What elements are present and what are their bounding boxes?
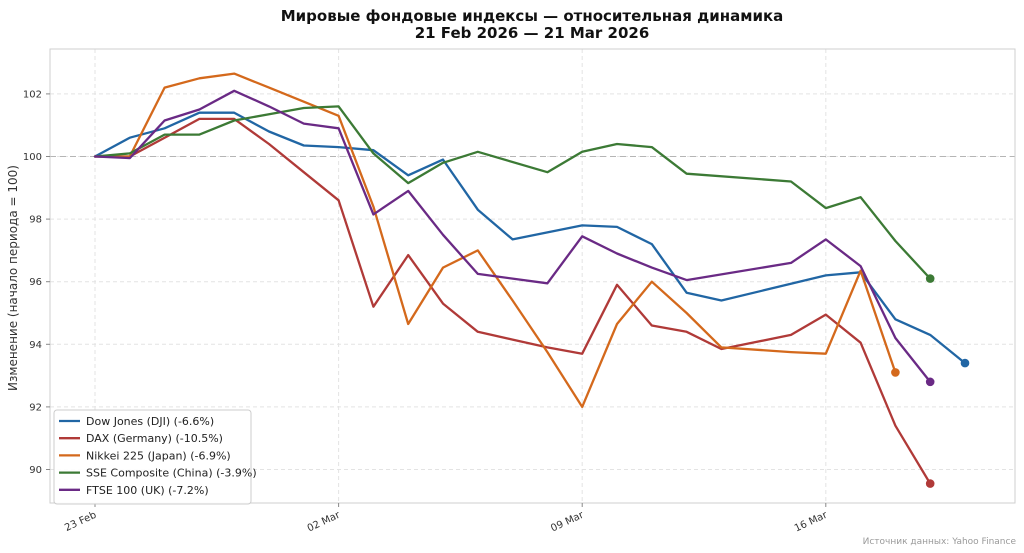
y-tick-label: 92 xyxy=(29,402,42,413)
legend-entry-0: Dow Jones (DJI) (-6.6%) xyxy=(86,415,214,428)
series-end-marker-2 xyxy=(891,368,900,377)
y-tick-label: 100 xyxy=(23,152,42,163)
series-end-marker-3 xyxy=(925,274,935,283)
plot-frame xyxy=(49,48,1016,504)
x-tick-label: 02 Mar xyxy=(306,509,343,534)
legend: Dow Jones (DJI) (-6.6%) DAX (Germany) (-1… xyxy=(53,409,257,505)
legend-entry-4: FTSE 100 (UK) (-7.2%) xyxy=(86,484,209,497)
legend-entry-1: DAX (Germany) (-10.5%) xyxy=(86,432,223,445)
x-tick-label: 09 Mar xyxy=(549,509,586,534)
legend-entry-3: SSE Composite (China) (-3.9%) xyxy=(86,467,257,480)
series-line-1 xyxy=(93,117,932,485)
chart-subtitle: 21 Feb 2026 — 21 Mar 2026 xyxy=(415,24,650,42)
series-layer xyxy=(93,72,970,488)
series-end-marker-4 xyxy=(925,377,935,387)
y-axis-label: Изменение (начало периода = 100) xyxy=(6,165,20,391)
source-note: Источник данных: Yahoo Finance xyxy=(863,537,1017,547)
y-tick-label: 90 xyxy=(29,465,42,476)
y-tick-label: 94 xyxy=(29,340,42,351)
series-end-marker-1 xyxy=(925,479,935,488)
legend-box xyxy=(53,409,252,505)
series-line-0 xyxy=(93,111,967,365)
series-line-3 xyxy=(93,105,932,280)
y-tick-label: 102 xyxy=(23,89,42,100)
chart-title: Мировые фондовые индексы — относительная… xyxy=(281,7,784,25)
y-tick-label: 96 xyxy=(29,277,42,288)
series-line-4 xyxy=(93,89,932,384)
y-tick-label: 98 xyxy=(29,215,42,226)
series-line-2 xyxy=(93,72,897,409)
series-end-marker-0 xyxy=(960,358,970,368)
x-tick-label: 23 Feb xyxy=(63,510,98,534)
x-tick-label: 16 Mar xyxy=(793,509,830,534)
legend-entry-2: Nikkei 225 (Japan) (-6.9%) xyxy=(86,449,231,462)
